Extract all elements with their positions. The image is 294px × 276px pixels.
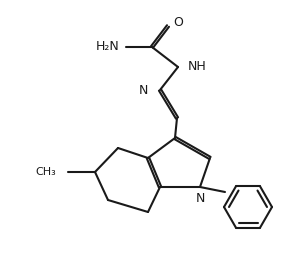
Text: NH: NH bbox=[188, 60, 207, 73]
Text: CH₃: CH₃ bbox=[35, 167, 56, 177]
Text: H₂N: H₂N bbox=[96, 41, 120, 54]
Text: N: N bbox=[195, 192, 205, 205]
Text: N: N bbox=[139, 84, 148, 97]
Text: O: O bbox=[173, 17, 183, 30]
